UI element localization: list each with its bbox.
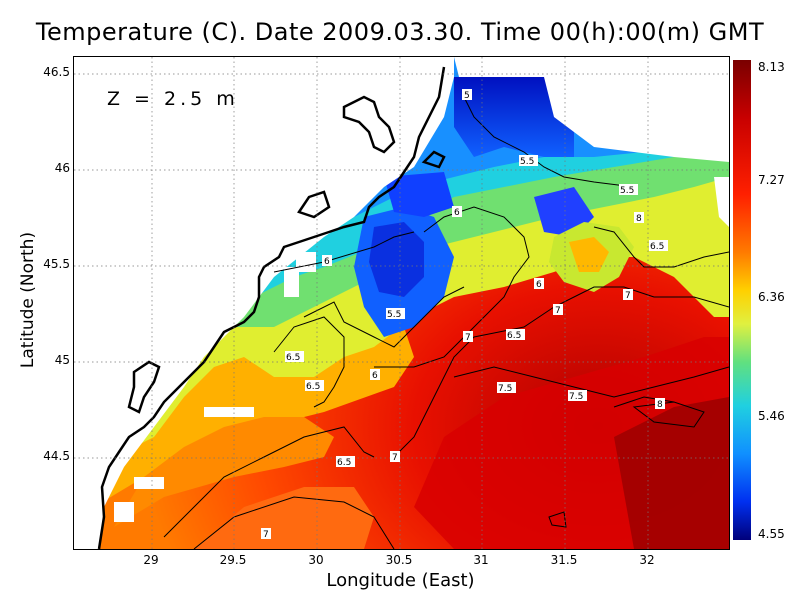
colorbar-label: 7.27 bbox=[758, 173, 785, 187]
contour-label: 6 bbox=[536, 280, 542, 290]
land-mask bbox=[74, 57, 729, 549]
contour-label: 7 bbox=[625, 291, 631, 301]
colorbar-label: 6.36 bbox=[758, 290, 785, 304]
contour-label: 7 bbox=[263, 530, 269, 540]
contour-label: 7 bbox=[465, 333, 471, 343]
contour-label: 8 bbox=[636, 214, 642, 224]
contour-label: 5.5 bbox=[620, 186, 634, 196]
y-tick-label: 45.5 bbox=[43, 257, 70, 271]
coastline bbox=[97, 66, 446, 549]
contour-label: 5.5 bbox=[520, 157, 534, 167]
x-tick-label: 32 bbox=[639, 553, 655, 567]
contour-label: 5.5 bbox=[387, 310, 401, 320]
contour-label: 8 bbox=[657, 400, 663, 410]
colorbar-label: 8.13 bbox=[758, 60, 785, 74]
contour-label: 6.5 bbox=[507, 331, 521, 341]
contour-label: 6.5 bbox=[286, 353, 300, 363]
contour-label: 7.5 bbox=[498, 384, 512, 394]
colorbar-label: 5.46 bbox=[758, 409, 785, 423]
contour-label: 6 bbox=[454, 208, 460, 218]
depth-label: Z = 2.5 m bbox=[107, 88, 239, 110]
contour-label: 6.5 bbox=[650, 242, 664, 252]
y-tick-label: 46.5 bbox=[43, 65, 70, 79]
colorbar-label: 4.55 bbox=[758, 527, 785, 541]
contour-label: 6.5 bbox=[337, 458, 351, 468]
x-tick-label: 29.5 bbox=[219, 553, 247, 567]
y-tick-label: 44.5 bbox=[43, 449, 70, 463]
x-tick-label: 31.5 bbox=[550, 553, 578, 567]
y-tick-label: 46 bbox=[54, 161, 70, 175]
map-title: Temperature (C). Date 2009.03.30. Time 0… bbox=[35, 18, 765, 46]
contour-label: 6 bbox=[372, 371, 378, 381]
contour-label: 7 bbox=[392, 453, 398, 463]
contour-label-group: 5 5.5 5.5 6 6 6 6 5.5 6.5 6.5 6.5 6.5 7 … bbox=[261, 89, 668, 540]
grid-lines bbox=[74, 57, 729, 549]
map-plot-area: 5 5.5 5.5 6 6 6 6 5.5 6.5 6.5 6.5 6.5 7 … bbox=[73, 56, 730, 550]
y-tick-label: 45 bbox=[54, 353, 70, 367]
contour-label: 6.5 bbox=[306, 382, 320, 392]
x-tick-label: 29 bbox=[143, 553, 159, 567]
x-tick-label: 30.5 bbox=[385, 553, 413, 567]
x-axis-label: Longitude (East) bbox=[326, 570, 475, 591]
contour-label: 7 bbox=[555, 306, 561, 316]
contour-label: 6 bbox=[324, 257, 330, 267]
contour-label: 7.5 bbox=[569, 392, 583, 402]
y-axis-label: Latitude (North) bbox=[18, 231, 38, 369]
x-tick-label: 31 bbox=[473, 553, 489, 567]
contour-label: 5 bbox=[464, 91, 470, 101]
x-tick-label: 30 bbox=[308, 553, 324, 567]
coast-step-mask bbox=[114, 252, 316, 522]
colorbar bbox=[733, 60, 751, 540]
